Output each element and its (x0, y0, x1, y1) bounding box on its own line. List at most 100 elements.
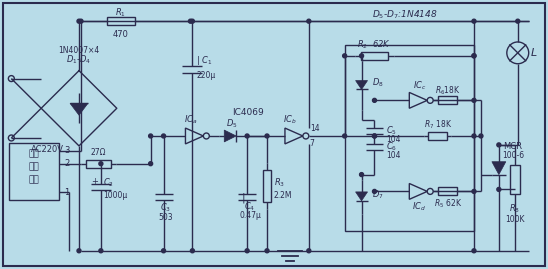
Bar (263, 170, 271, 202)
Text: $R_3$: $R_3$ (274, 176, 285, 189)
Circle shape (99, 249, 103, 253)
Bar (86, 160, 111, 168)
Circle shape (472, 249, 476, 253)
Text: L: L (530, 48, 537, 58)
Circle shape (373, 134, 376, 138)
Text: |: | (242, 192, 245, 203)
Text: $C_3$: $C_3$ (160, 202, 171, 214)
Polygon shape (356, 80, 368, 90)
Circle shape (190, 19, 195, 23)
Circle shape (479, 134, 483, 138)
Circle shape (162, 134, 165, 138)
Text: $R_6$18K: $R_6$18K (435, 84, 460, 97)
Circle shape (307, 19, 311, 23)
Text: $R_1$: $R_1$ (115, 6, 126, 19)
Circle shape (77, 19, 81, 23)
Text: $R_7$ 18K: $R_7$ 18K (424, 119, 452, 131)
Text: 收头: 收头 (29, 175, 39, 184)
Text: $C_6$: $C_6$ (386, 141, 398, 153)
Circle shape (472, 189, 476, 193)
Circle shape (472, 54, 476, 58)
Text: $R_2$  62K: $R_2$ 62K (357, 39, 390, 51)
Polygon shape (492, 162, 506, 175)
Circle shape (497, 187, 501, 192)
Text: 1000μ: 1000μ (103, 191, 127, 200)
Text: 0.47μ: 0.47μ (239, 211, 261, 220)
Circle shape (189, 19, 192, 23)
Circle shape (342, 54, 347, 58)
Text: $R_8$: $R_8$ (509, 203, 521, 215)
Text: $C_4$: $C_4$ (244, 200, 256, 213)
Bar (438, 187, 457, 195)
Text: 2: 2 (64, 159, 69, 168)
Text: 27Ω: 27Ω (90, 148, 106, 157)
Text: 503: 503 (158, 213, 173, 222)
Text: 104: 104 (386, 151, 401, 160)
Text: 红外: 红外 (29, 149, 39, 158)
Text: $D_5$: $D_5$ (226, 118, 238, 130)
Circle shape (307, 249, 311, 253)
Circle shape (472, 19, 476, 23)
Text: $D_8$: $D_8$ (372, 77, 383, 89)
Text: $D_1$-$D_4$: $D_1$-$D_4$ (66, 54, 92, 66)
Text: 100K: 100K (505, 215, 524, 224)
Text: $R_5$ 62K: $R_5$ 62K (433, 197, 462, 210)
Circle shape (373, 134, 376, 138)
Circle shape (516, 19, 520, 23)
Circle shape (79, 19, 83, 23)
Circle shape (472, 134, 476, 138)
Text: $IC_d$: $IC_d$ (412, 201, 426, 214)
Polygon shape (70, 103, 88, 115)
Text: 104: 104 (386, 136, 401, 144)
Bar (510, 165, 520, 194)
Circle shape (472, 98, 476, 102)
Text: 3: 3 (64, 146, 70, 155)
Circle shape (497, 143, 501, 147)
Text: IC4069: IC4069 (232, 108, 264, 117)
Polygon shape (224, 130, 236, 142)
Bar (438, 96, 457, 104)
Polygon shape (356, 192, 368, 201)
Circle shape (149, 162, 153, 166)
Text: $C_5$: $C_5$ (386, 125, 397, 137)
Circle shape (245, 249, 249, 253)
Text: | $C_1$: | $C_1$ (196, 54, 213, 67)
Circle shape (265, 249, 269, 253)
Text: $IC_c$: $IC_c$ (413, 79, 426, 92)
Text: $D_7$: $D_7$ (372, 188, 383, 201)
Text: 470: 470 (113, 30, 129, 38)
Text: 2.2M: 2.2M (274, 191, 293, 200)
Circle shape (373, 189, 376, 193)
Circle shape (77, 249, 81, 253)
Text: $D_5$-$D_7$:1N4148: $D_5$-$D_7$:1N4148 (372, 8, 437, 20)
Text: 线接: 线接 (29, 162, 39, 171)
Text: MCR: MCR (503, 142, 522, 151)
Bar (107, 17, 135, 25)
Text: 1: 1 (64, 188, 69, 197)
Text: 220μ: 220μ (196, 71, 216, 80)
Circle shape (162, 249, 165, 253)
Circle shape (149, 134, 153, 138)
Circle shape (342, 134, 347, 138)
Circle shape (359, 173, 363, 176)
Circle shape (265, 134, 269, 138)
Text: +: + (91, 177, 98, 186)
Text: 100-6: 100-6 (502, 151, 524, 160)
Circle shape (472, 54, 476, 58)
Text: $IC_a$: $IC_a$ (184, 114, 197, 126)
Bar (9, 143, 59, 200)
Text: 7: 7 (310, 139, 315, 148)
Circle shape (190, 249, 195, 253)
Text: 1N4007×4: 1N4007×4 (59, 46, 100, 55)
Bar (361, 52, 389, 60)
Circle shape (373, 98, 376, 102)
Circle shape (359, 54, 363, 58)
Circle shape (245, 134, 249, 138)
Text: AC220V: AC220V (31, 145, 64, 154)
Circle shape (99, 162, 103, 166)
Text: $C_2$: $C_2$ (103, 176, 114, 189)
Text: 14: 14 (310, 123, 319, 133)
Text: $IC_b$: $IC_b$ (283, 114, 297, 126)
Bar (345, 45, 474, 231)
Bar (429, 132, 447, 140)
